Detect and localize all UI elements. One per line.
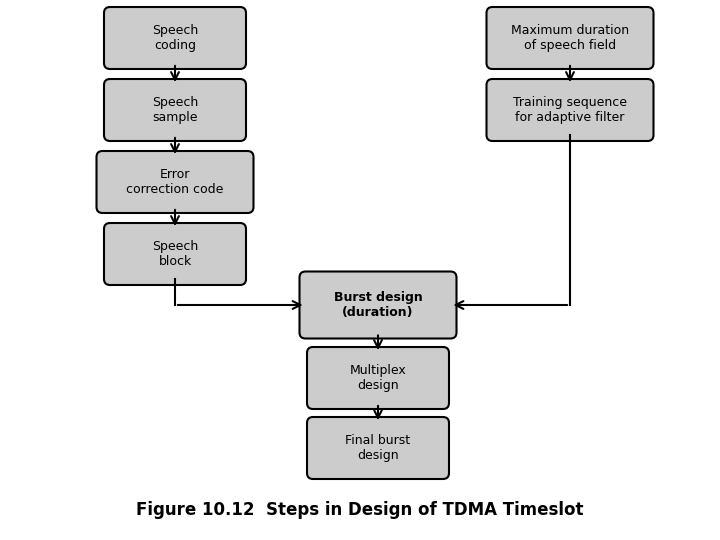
FancyBboxPatch shape [487, 79, 654, 141]
Text: Error
correction code: Error correction code [126, 168, 224, 196]
FancyBboxPatch shape [300, 272, 456, 339]
Text: Speech
block: Speech block [152, 240, 198, 268]
FancyBboxPatch shape [104, 223, 246, 285]
Text: Speech
sample: Speech sample [152, 96, 198, 124]
Text: Final burst
design: Final burst design [346, 434, 410, 462]
Text: Burst design
(duration): Burst design (duration) [333, 291, 423, 319]
FancyBboxPatch shape [307, 417, 449, 479]
FancyBboxPatch shape [307, 347, 449, 409]
Text: Training sequence
for adaptive filter: Training sequence for adaptive filter [513, 96, 627, 124]
Text: Figure 10.12  Steps in Design of TDMA Timeslot: Figure 10.12 Steps in Design of TDMA Tim… [136, 501, 584, 519]
FancyBboxPatch shape [487, 7, 654, 69]
Text: Maximum duration
of speech field: Maximum duration of speech field [511, 24, 629, 52]
FancyBboxPatch shape [104, 79, 246, 141]
Text: Multiplex
design: Multiplex design [350, 364, 406, 392]
Text: Speech
coding: Speech coding [152, 24, 198, 52]
FancyBboxPatch shape [104, 7, 246, 69]
FancyBboxPatch shape [96, 151, 253, 213]
